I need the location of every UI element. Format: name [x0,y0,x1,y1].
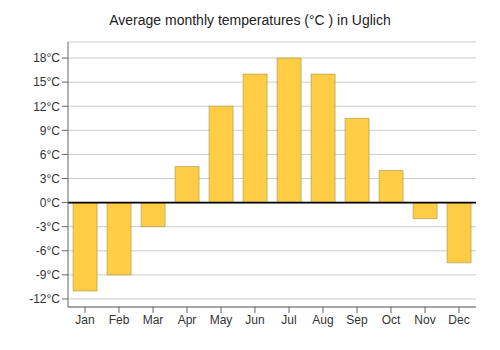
svg-text:Oct: Oct [382,313,401,327]
svg-text:3°C: 3°C [40,172,60,186]
svg-text:Jan: Jan [75,313,94,327]
svg-text:Dec: Dec [448,313,469,327]
svg-text:Jul: Jul [281,313,296,327]
svg-text:15°C: 15°C [33,75,60,89]
svg-text:6°C: 6°C [40,148,60,162]
svg-text:Jun: Jun [245,313,264,327]
svg-text:18°C: 18°C [33,51,60,65]
svg-text:Sep: Sep [346,313,368,327]
svg-text:Mar: Mar [143,313,164,327]
svg-text:-3°C: -3°C [36,220,60,234]
svg-text:-12°C: -12°C [29,292,60,306]
svg-text:Nov: Nov [414,313,435,327]
svg-text:Apr: Apr [178,313,197,327]
svg-text:-9°C: -9°C [36,268,60,282]
svg-text:Feb: Feb [109,313,130,327]
svg-text:-6°C: -6°C [36,244,60,258]
svg-text:May: May [210,313,233,327]
svg-text:12°C: 12°C [33,100,60,114]
html-text:Average monthly temperatures (: Average monthly temperatures (°C ) in Ug… [109,12,391,28]
svg-text:0°C: 0°C [40,196,60,210]
svg-text:9°C: 9°C [40,124,60,138]
svg-text:Aug: Aug [312,313,333,327]
